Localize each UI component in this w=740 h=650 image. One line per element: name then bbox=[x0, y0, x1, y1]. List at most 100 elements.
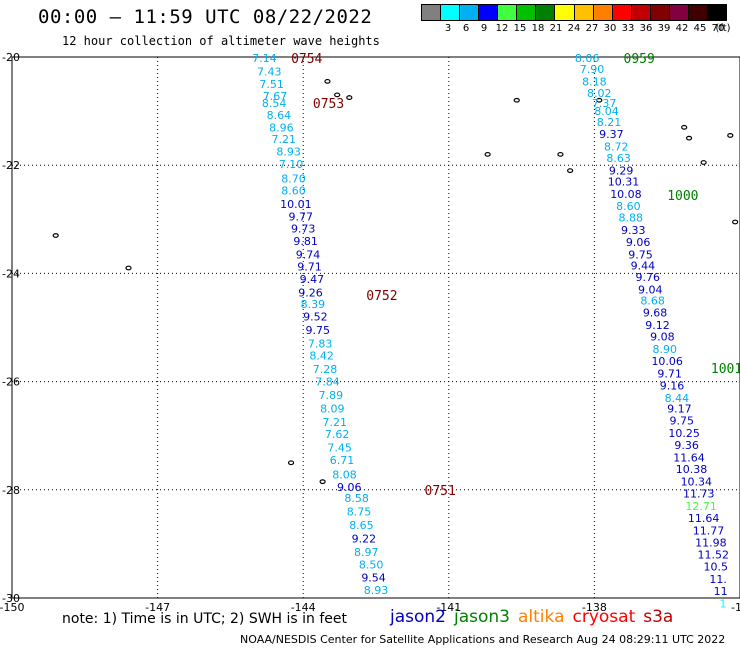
wave-height-value: 7.62 bbox=[325, 428, 350, 441]
wave-height-value: 9.22 bbox=[352, 532, 377, 545]
wave-height-value: 9.06 bbox=[626, 236, 651, 249]
map-title: 00:00 — 11:59 UTC 08/22/2022 bbox=[38, 6, 373, 28]
wave-height-value: 10.25 bbox=[668, 427, 700, 440]
island-shape bbox=[319, 479, 326, 485]
wave-height-value: 8.02 bbox=[587, 87, 612, 100]
color-scale-swatch bbox=[612, 5, 632, 20]
wave-height-value: 7.37 bbox=[592, 97, 617, 110]
lat-tick-label: -26 bbox=[2, 376, 20, 389]
wave-height-value: 8.72 bbox=[604, 140, 629, 153]
footnote: note: 1) Time is in UTC; 2) SWH is in fe… bbox=[62, 611, 348, 627]
wave-height-value: 11.64 bbox=[688, 512, 720, 525]
color-scale-unit: (ft) bbox=[715, 23, 731, 34]
color-scale-swatch bbox=[688, 5, 708, 20]
lon-tick-label: -13 bbox=[731, 601, 740, 614]
wave-height-value: 8.64 bbox=[267, 109, 292, 122]
color-scale-bar bbox=[421, 4, 727, 21]
wave-height-value: 9.75 bbox=[306, 324, 331, 337]
wave-height-value: 11 bbox=[714, 585, 728, 598]
wave-height-value: 8.65 bbox=[349, 519, 374, 532]
wave-height-value: 7.90 bbox=[580, 63, 605, 76]
color-scale-swatch bbox=[555, 5, 575, 20]
color-scale-swatch bbox=[650, 5, 670, 20]
island-shape bbox=[287, 460, 295, 466]
wave-height-value: 7.51 bbox=[259, 78, 284, 91]
wave-height-value: 7.10 bbox=[279, 158, 304, 171]
wave-height-value: 9.44 bbox=[631, 259, 656, 272]
color-scale-label: 9 bbox=[480, 23, 488, 34]
color-scale-swatch bbox=[536, 5, 556, 20]
lat-tick-label: -22 bbox=[2, 159, 20, 172]
wave-height-value: 9.29 bbox=[609, 165, 634, 178]
island-shape bbox=[557, 151, 564, 157]
map-subtitle: 12 hour collection of altimeter wave hei… bbox=[62, 34, 380, 48]
island-shape bbox=[334, 92, 341, 98]
island-shape bbox=[513, 97, 520, 103]
color-scale-labels: 3 6 9 12 15 18 21 24 27 30 33 36 39 42 45 70 (ft) bbox=[421, 21, 731, 35]
wave-height-value: 11.73 bbox=[683, 488, 715, 501]
wave-height-value: 8.93 bbox=[364, 584, 389, 597]
wave-height-value: 10.34 bbox=[681, 476, 713, 489]
wave-height-value: 11.98 bbox=[695, 536, 727, 549]
color-scale-label: 18 bbox=[531, 23, 545, 34]
color-scale-label: 27 bbox=[585, 23, 599, 34]
wave-height-value: 7.21 bbox=[322, 416, 347, 429]
color-scale-label: 39 bbox=[657, 23, 671, 34]
lat-tick-label: -28 bbox=[2, 484, 20, 497]
wave-height-value: 9.73 bbox=[291, 222, 316, 235]
lon-tick-label: -150 bbox=[0, 601, 24, 614]
wave-height-value: 9.47 bbox=[300, 273, 325, 286]
wave-height-value: 9.37 bbox=[599, 128, 624, 141]
color-scale-label: 21 bbox=[549, 23, 563, 34]
color-scale-label: 36 bbox=[639, 23, 653, 34]
lon-tick-label: -141 bbox=[436, 601, 461, 614]
satellite-legend-item: jason2 bbox=[390, 607, 446, 627]
island-shape bbox=[727, 133, 734, 138]
wave-height-value: 8.06 bbox=[575, 52, 600, 65]
island-shape bbox=[567, 168, 574, 174]
wave-height-value: 10.08 bbox=[610, 188, 642, 201]
wave-height-value: 7.14 bbox=[252, 52, 277, 65]
island-shape bbox=[346, 95, 353, 100]
wave-height-value: 9.04 bbox=[638, 284, 663, 297]
wave-height-value: 8.09 bbox=[320, 403, 345, 416]
wave-height-value: 8.54 bbox=[262, 97, 287, 110]
satellite-legend-item: altika bbox=[518, 607, 565, 627]
wave-height-value: 8.96 bbox=[269, 121, 294, 134]
lat-tick-label: -24 bbox=[2, 267, 20, 280]
color-scale-label: 3 bbox=[444, 23, 452, 34]
wave-height-value: 8.68 bbox=[640, 294, 665, 307]
wave-height-value: 8.97 bbox=[354, 546, 379, 559]
wave-height-value: 10.31 bbox=[608, 175, 640, 188]
island-shape bbox=[324, 78, 331, 84]
color-scale-label: 6 bbox=[462, 23, 470, 34]
color-scale-swatch bbox=[479, 5, 499, 20]
wave-height-value: 1 bbox=[720, 597, 727, 610]
color-scale-swatch bbox=[517, 5, 537, 20]
wave-height-value: 9.81 bbox=[293, 235, 318, 248]
wave-height-value: 8.60 bbox=[616, 200, 641, 213]
island-shape bbox=[685, 135, 693, 141]
pass-time-label: 0753 bbox=[313, 97, 344, 112]
satellite-legend-item: cryosat bbox=[572, 607, 636, 627]
wave-height-value: 10.38 bbox=[676, 463, 708, 476]
wave-height-value: 10.06 bbox=[651, 355, 683, 368]
color-scale-label: 15 bbox=[513, 23, 527, 34]
wave-height-value: 11.52 bbox=[698, 549, 730, 562]
wave-height-value: 8.93 bbox=[276, 146, 301, 159]
island-shape bbox=[700, 160, 707, 165]
color-scale-swatch bbox=[574, 5, 594, 20]
map-frame bbox=[11, 56, 740, 599]
color-scale-legend: 3 6 9 12 15 18 21 24 27 30 33 36 39 42 45 70 (ft) bbox=[421, 4, 731, 35]
wave-height-value: 7.43 bbox=[257, 66, 282, 79]
wave-height-value: 9.06 bbox=[337, 481, 362, 494]
wave-height-value: 9.54 bbox=[361, 571, 386, 584]
wave-height-value: 9.74 bbox=[296, 248, 321, 261]
wave-height-value: 7.83 bbox=[308, 338, 333, 351]
color-scale-label: 45 bbox=[693, 23, 707, 34]
color-scale-label: 33 bbox=[621, 23, 635, 34]
color-scale-label: 24 bbox=[567, 23, 581, 34]
color-scale-swatch bbox=[669, 5, 689, 20]
wave-height-value: 8.60 bbox=[281, 185, 306, 198]
wave-height-value: 10.5 bbox=[703, 561, 728, 574]
